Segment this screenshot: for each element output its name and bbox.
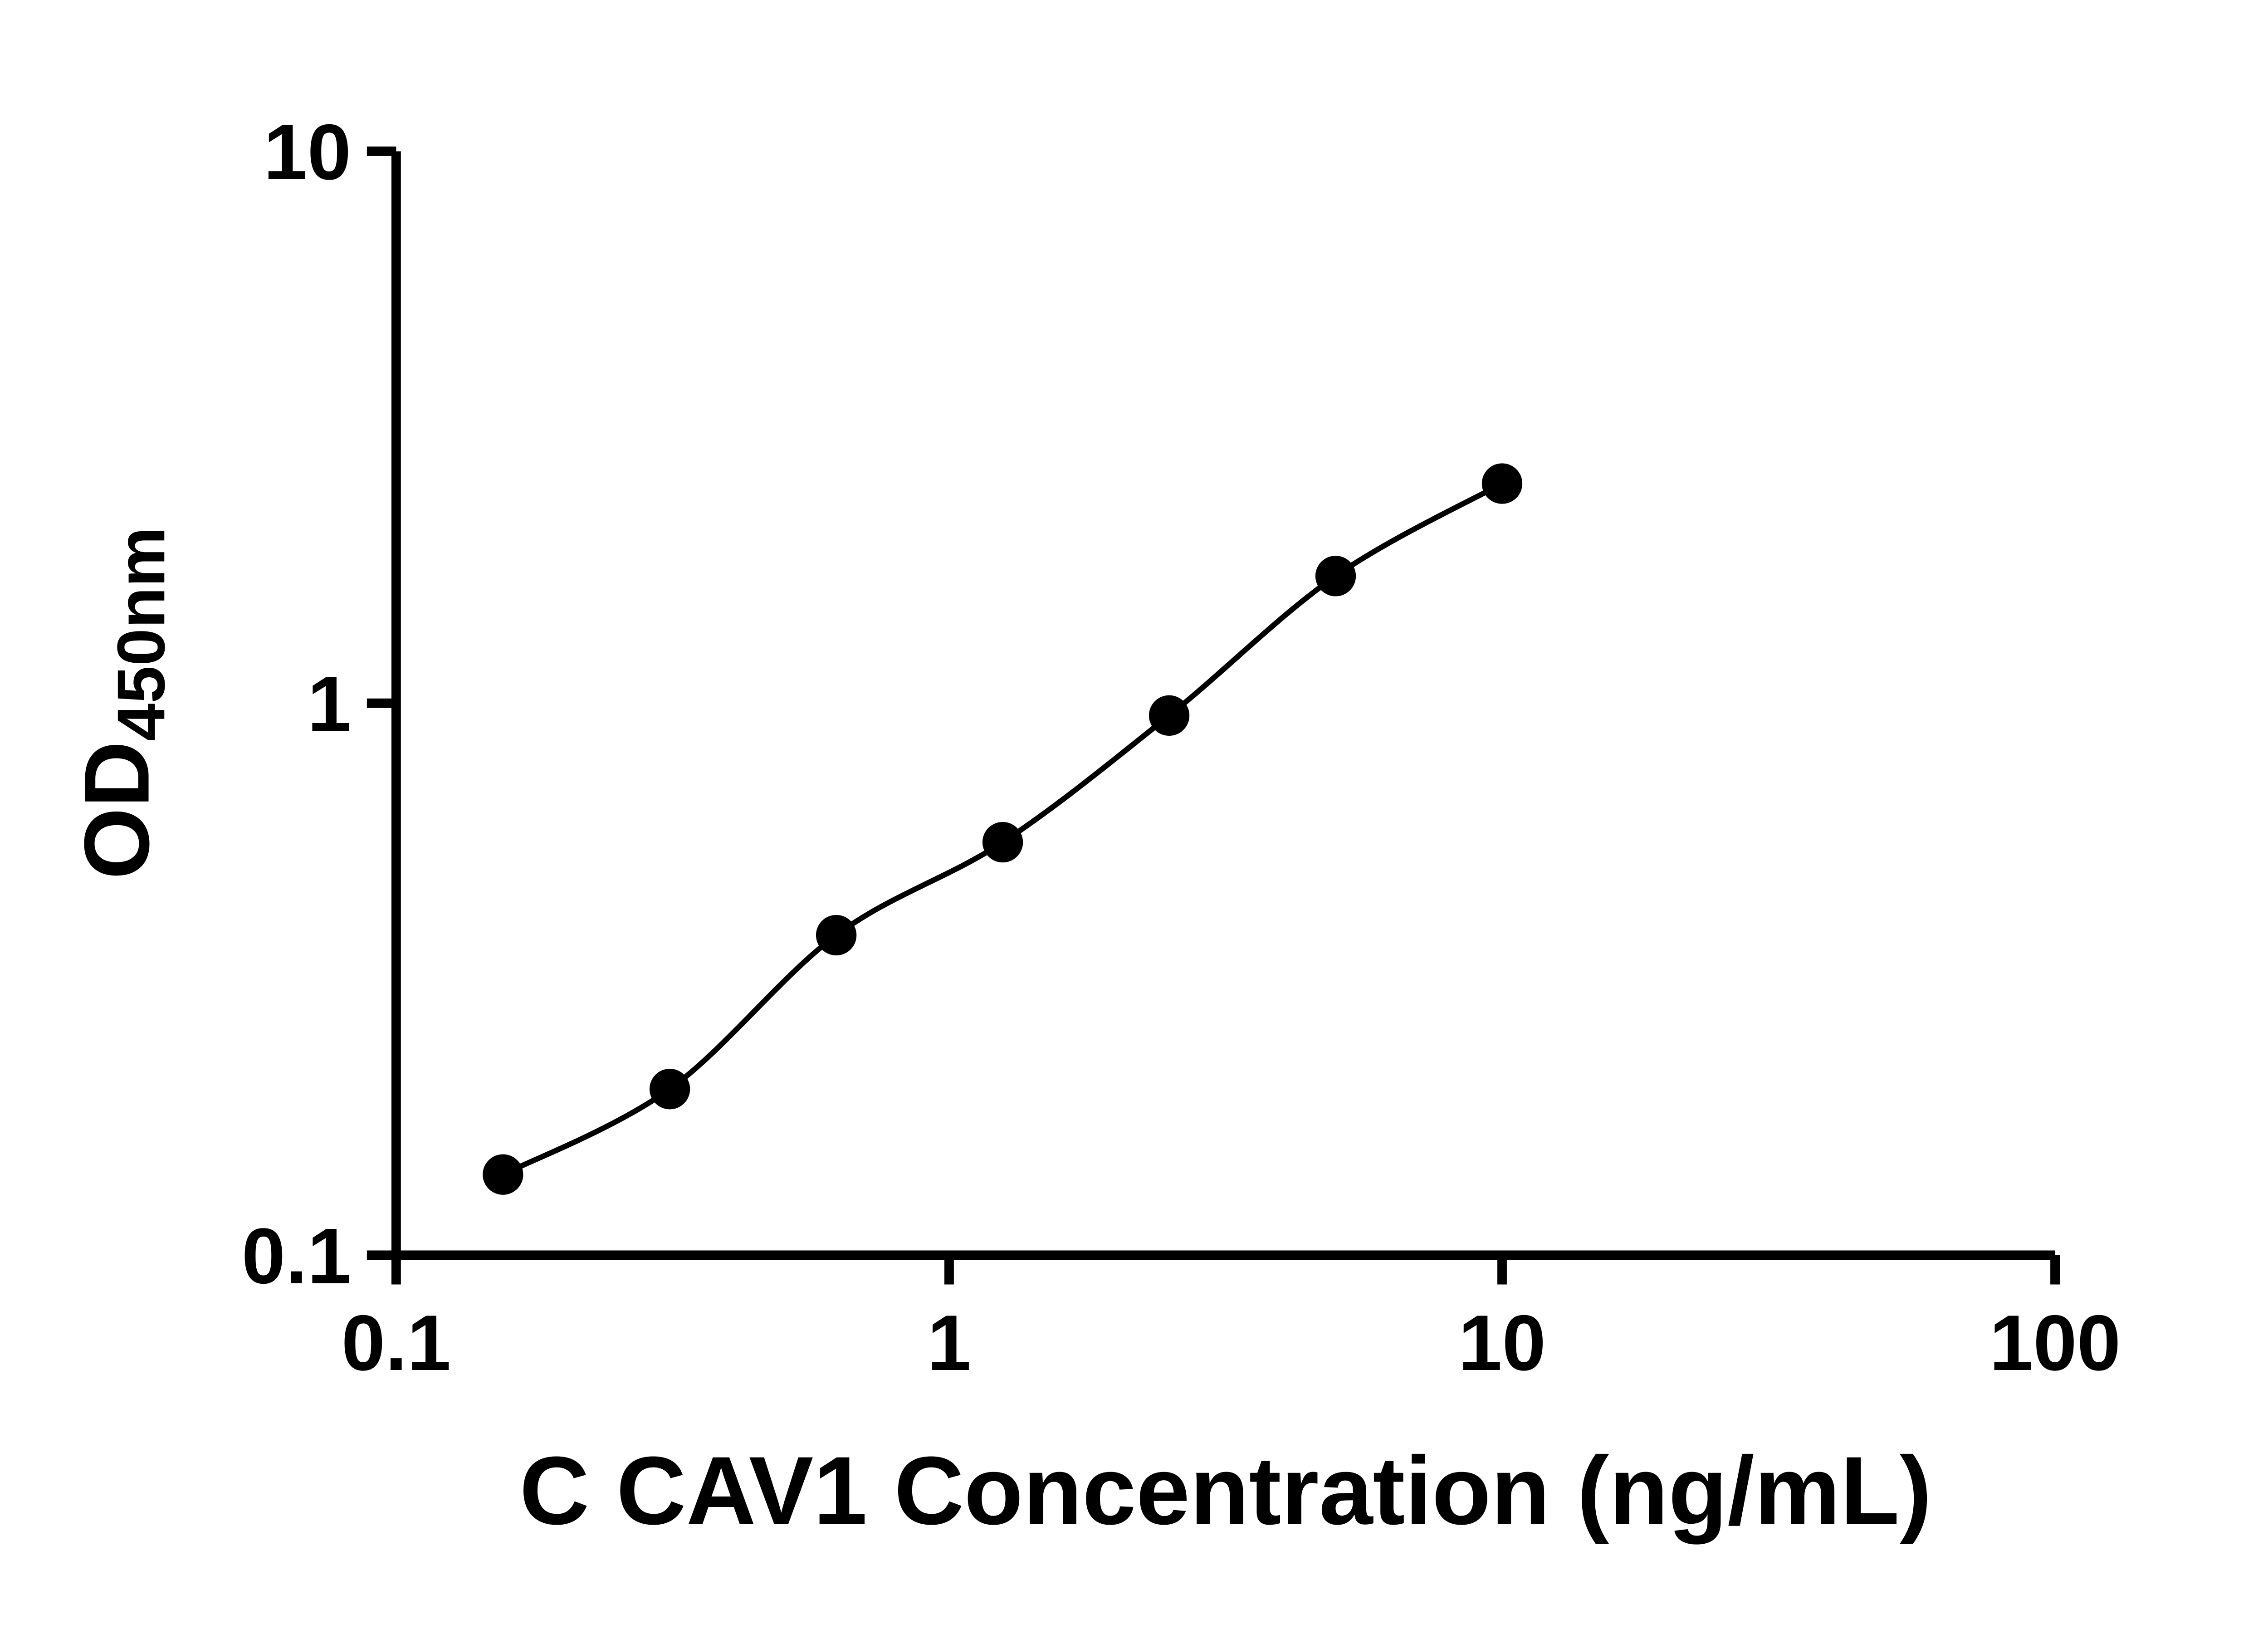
x-tick-label: 10 [1458,1299,1546,1387]
data-point [649,1069,690,1110]
y-tick-label: 0.1 [242,1212,351,1300]
x-tick-label: 1 [927,1299,971,1387]
y-tick-label: 1 [308,660,352,748]
x-axis-title: C CAV1 Concentration (ng/mL) [519,1437,1931,1545]
y-axis-title: OD450nm [66,527,179,880]
data-point [1315,556,1356,597]
x-tick-label: 100 [1989,1299,2121,1387]
x-tick-label: 0.1 [342,1299,451,1387]
data-point [816,915,857,956]
data-point [483,1154,523,1195]
y-tick-label: 10 [264,108,351,196]
y-axis-title-main: OD [66,741,169,879]
data-point [1481,463,1523,504]
data-point [1149,695,1190,736]
y-axis-title-subscript: 450nm [103,527,179,741]
data-point [982,822,1023,863]
